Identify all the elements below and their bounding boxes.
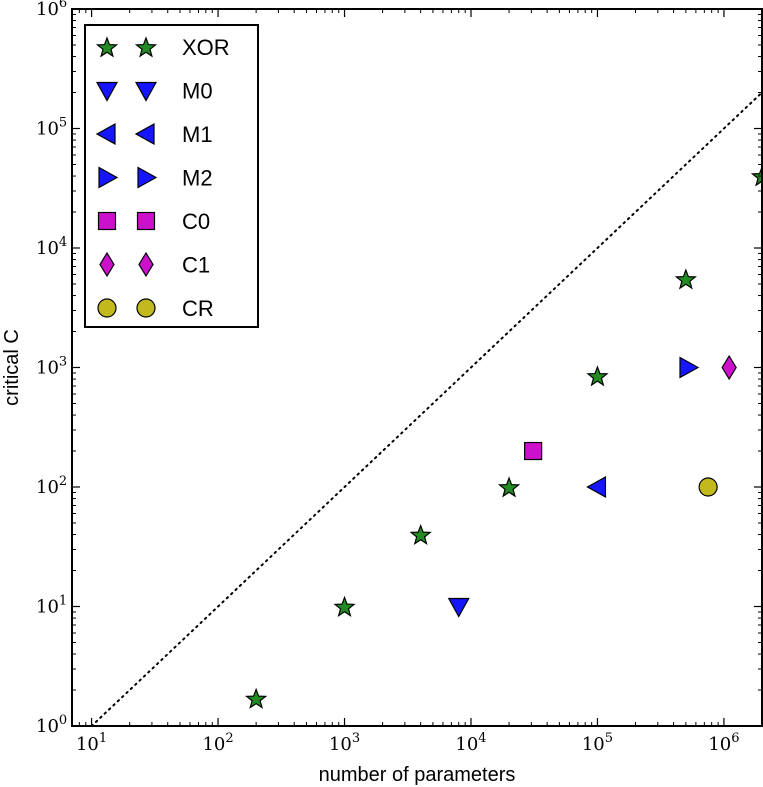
legend-marker-m1	[134, 122, 155, 146]
point-xor	[333, 595, 356, 617]
x-tick-label: 106	[708, 731, 739, 755]
x-tick-label: 105	[582, 731, 613, 755]
point-xor	[497, 476, 521, 498]
y-tick-label: 105	[36, 116, 67, 140]
point-xor	[586, 365, 609, 387]
point-m2	[679, 356, 700, 379]
x-tick-label: 104	[455, 731, 486, 755]
y-axis-label: critical C	[1, 329, 23, 406]
point-xor	[409, 523, 432, 546]
legend-label-xor: XOR	[182, 35, 230, 60]
y-tick-label: 106	[36, 0, 67, 20]
legend-marker-xor	[95, 36, 119, 58]
legend-label-m0: M0	[182, 79, 213, 104]
point-c0	[524, 441, 543, 461]
legend-marker-c1	[99, 251, 115, 278]
legend-marker-c1	[138, 251, 154, 278]
point-m1	[586, 475, 607, 499]
x-tick-label: 103	[329, 731, 360, 755]
legend-marker-c0	[97, 211, 117, 231]
reference-line	[90, 91, 763, 727]
legend-marker-xor	[134, 36, 158, 58]
point-xor	[244, 687, 268, 709]
x-tick-label: 101	[76, 731, 107, 755]
legend-label-cr: CR	[182, 296, 214, 321]
legend-marker-cr	[136, 298, 156, 318]
legend-marker-c0	[136, 211, 156, 231]
y-tick-label: 103	[36, 355, 67, 379]
legend-label-m2: M2	[182, 166, 213, 191]
point-c1	[721, 354, 737, 381]
legend-label-c0: C0	[182, 209, 210, 234]
legend-marker-m0	[95, 81, 119, 102]
legend-marker-m0	[134, 81, 158, 102]
y-tick-label: 102	[36, 474, 67, 498]
x-tick-label: 102	[202, 731, 233, 755]
x-axis-label: number of parameters	[319, 764, 516, 786]
y-tick-label: 104	[36, 235, 67, 259]
legend-marker-m2	[137, 166, 158, 189]
point-xor	[674, 268, 698, 290]
point-cr	[698, 477, 718, 497]
legend-marker-m2	[98, 166, 119, 189]
legend-marker-m1	[95, 122, 116, 146]
legend-label-m1: M1	[182, 122, 213, 147]
legend-label-c1: C1	[182, 253, 210, 278]
y-tick-label: 101	[36, 594, 67, 618]
point-m0	[447, 597, 470, 618]
legend: XOR M0 M1 M2 C0 C1 CR	[84, 24, 259, 328]
legend-marker-cr	[97, 298, 117, 318]
y-tick-label: 100	[36, 713, 67, 737]
